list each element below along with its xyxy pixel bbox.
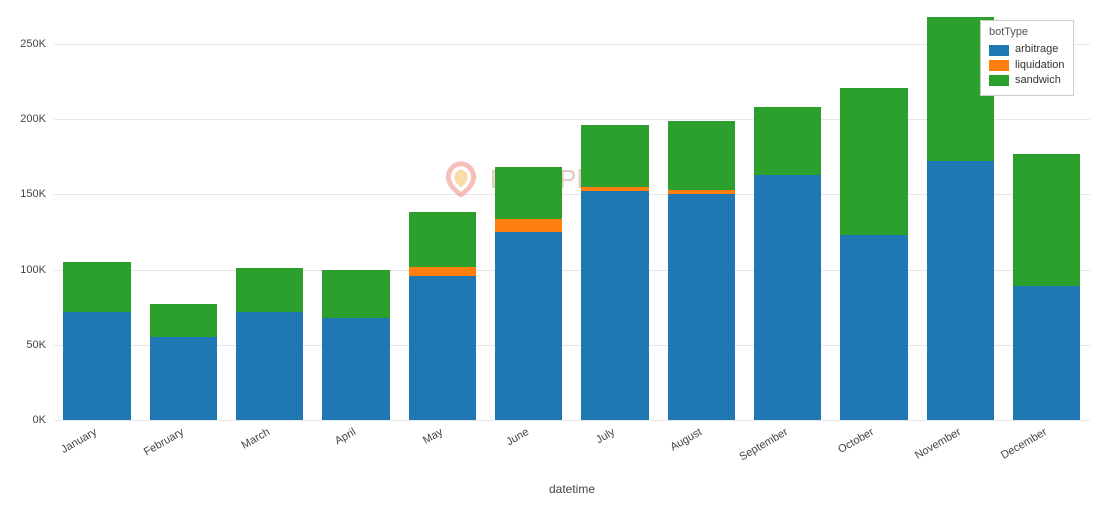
y-tick-label: 100K — [20, 264, 54, 276]
bar-segment-sandwich — [150, 304, 217, 337]
bar-group — [63, 14, 130, 420]
bar-segment-arbitrage — [927, 161, 994, 420]
bar-segment-sandwich — [236, 268, 303, 312]
bar-segment-arbitrage — [581, 191, 648, 420]
bar-segment-liquidation — [668, 190, 735, 195]
bar-segment-sandwich — [754, 107, 821, 175]
bar-segment-sandwich — [668, 121, 735, 190]
bar-segment-sandwich — [1013, 154, 1080, 286]
legend: botType arbitrageliquidationsandwich — [980, 20, 1074, 96]
y-tick-label: 50K — [26, 339, 54, 351]
bar-group — [236, 14, 303, 420]
bar-segment-liquidation — [581, 187, 648, 192]
bar-group — [409, 14, 476, 420]
y-tick-label: 150K — [20, 188, 54, 200]
bar-group — [150, 14, 217, 420]
legend-label: liquidation — [1015, 58, 1065, 73]
bar-segment-arbitrage — [322, 318, 389, 420]
legend-items: arbitrageliquidationsandwich — [989, 42, 1065, 88]
y-tick-label: 250K — [20, 38, 54, 50]
bar-segment-sandwich — [409, 212, 476, 266]
bar-segment-arbitrage — [409, 276, 476, 420]
legend-item: arbitrage — [989, 42, 1065, 57]
legend-swatch — [989, 45, 1009, 56]
legend-swatch — [989, 60, 1009, 71]
legend-item: liquidation — [989, 58, 1065, 73]
x-axis-label: datetime — [549, 482, 595, 496]
legend-item: sandwich — [989, 73, 1065, 88]
bar-group — [581, 14, 648, 420]
bar-segment-sandwich — [322, 270, 389, 318]
bar-group — [840, 14, 907, 420]
bar-segment-arbitrage — [495, 232, 562, 420]
bar-segment-arbitrage — [754, 175, 821, 420]
bar-segment-arbitrage — [150, 337, 217, 420]
bars-layer — [54, 14, 1090, 420]
y-tick-label: 0K — [33, 414, 54, 426]
bar-segment-arbitrage — [236, 312, 303, 420]
bar-segment-liquidation — [495, 219, 562, 233]
bar-group — [668, 14, 735, 420]
legend-label: sandwich — [1015, 73, 1061, 88]
bot-type-stacked-bar-chart: EigenPhi 0K50K100K150K200K250K JanuaryFe… — [0, 0, 1102, 510]
bar-group — [754, 14, 821, 420]
bar-segment-arbitrage — [840, 235, 907, 420]
bar-segment-sandwich — [581, 125, 648, 187]
bar-group — [322, 14, 389, 420]
bar-segment-arbitrage — [63, 312, 130, 420]
bar-segment-liquidation — [409, 267, 476, 276]
legend-swatch — [989, 75, 1009, 86]
bar-segment-arbitrage — [1013, 286, 1080, 420]
y-tick-label: 200K — [20, 113, 54, 125]
bar-group — [495, 14, 562, 420]
bar-segment-sandwich — [495, 167, 562, 218]
bar-segment-sandwich — [840, 88, 907, 235]
bar-segment-arbitrage — [668, 194, 735, 420]
bar-segment-sandwich — [63, 262, 130, 312]
plot-area: EigenPhi 0K50K100K150K200K250K JanuaryFe… — [54, 14, 1090, 420]
legend-title: botType — [989, 25, 1065, 40]
legend-label: arbitrage — [1015, 42, 1058, 57]
